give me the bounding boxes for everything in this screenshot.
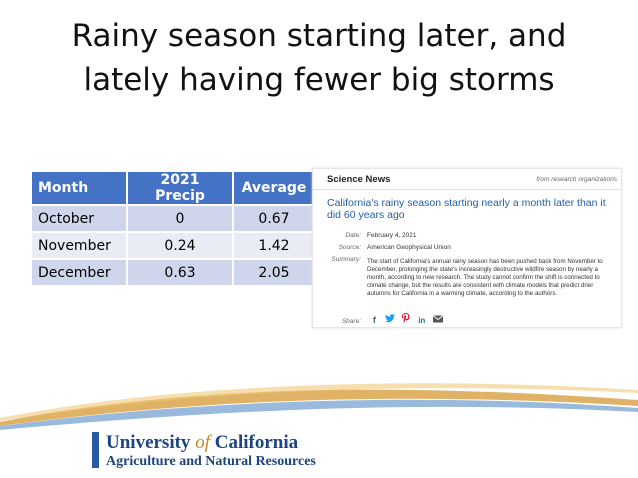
table-header-row: Month 2021 Precip Average — [32, 172, 316, 205]
table-row: October 0 0.67 — [32, 204, 316, 232]
summary-text: The start of California's annual rainy s… — [367, 258, 603, 297]
date-label: Date: — [345, 232, 361, 239]
col-header-month: Month — [32, 172, 128, 205]
col-header-2021-precip: 2021 Precip — [127, 172, 234, 205]
linkedin-icon[interactable]: in — [418, 316, 426, 325]
table-row: November 0.24 1.42 — [32, 231, 316, 259]
slide-title: Rainy season starting later, and lately … — [0, 14, 638, 102]
summary-label: Summary: — [331, 256, 361, 263]
decorative-swoosh — [0, 383, 638, 430]
source-value: American Geophysical Union — [367, 244, 451, 251]
email-icon[interactable] — [432, 315, 443, 325]
cell-average: 2.05 — [233, 258, 316, 285]
cell-precip: 0.63 — [127, 258, 234, 285]
logo-university-of-california: University of California — [106, 432, 298, 453]
precip-table: Month 2021 Precip Average October 0 0.67… — [32, 172, 316, 285]
title-line-1: Rainy season starting later, and — [71, 18, 567, 54]
facebook-icon[interactable]: f — [372, 315, 376, 325]
cell-month: November — [32, 231, 128, 259]
cell-average: 0.67 — [233, 204, 316, 232]
source-label: Source: — [338, 244, 361, 251]
source-row: Source: American Geophysical Union — [327, 243, 451, 252]
article-screenshot: Science News from research organizations… — [312, 168, 622, 328]
pinterest-icon[interactable] — [400, 313, 411, 323]
col-header-average: Average — [233, 172, 316, 205]
cell-precip: 0 — [127, 204, 234, 232]
logo-agriculture: Agriculture and Natural Resources — [106, 454, 316, 469]
date-row: Date: February 4, 2021 — [327, 231, 417, 240]
title-line-2: lately having fewer big storms — [83, 62, 555, 98]
logo-text-of: of — [195, 432, 210, 453]
share-label: Share: — [341, 318, 361, 325]
source-title[interactable]: Science News — [327, 174, 391, 185]
logo-bar — [92, 432, 99, 468]
article-header: Science News from research organizations — [313, 169, 621, 190]
cell-precip: 0.24 — [127, 231, 234, 259]
from-label: from research organizations — [536, 176, 617, 183]
logo-text-california: California — [209, 432, 299, 453]
logo-text-university: University — [106, 432, 196, 453]
twitter-icon[interactable] — [385, 314, 396, 324]
cell-month: October — [32, 204, 128, 232]
date-value: February 4, 2021 — [367, 232, 417, 239]
cell-month: December — [32, 258, 128, 285]
article-headline[interactable]: California's rainy season starting nearl… — [327, 197, 606, 221]
cell-average: 1.42 — [233, 231, 316, 259]
summary-label-row: Summary: — [327, 255, 367, 264]
table-row: December 0.63 2.05 — [32, 258, 316, 285]
share-row: Share: f in — [327, 313, 446, 326]
